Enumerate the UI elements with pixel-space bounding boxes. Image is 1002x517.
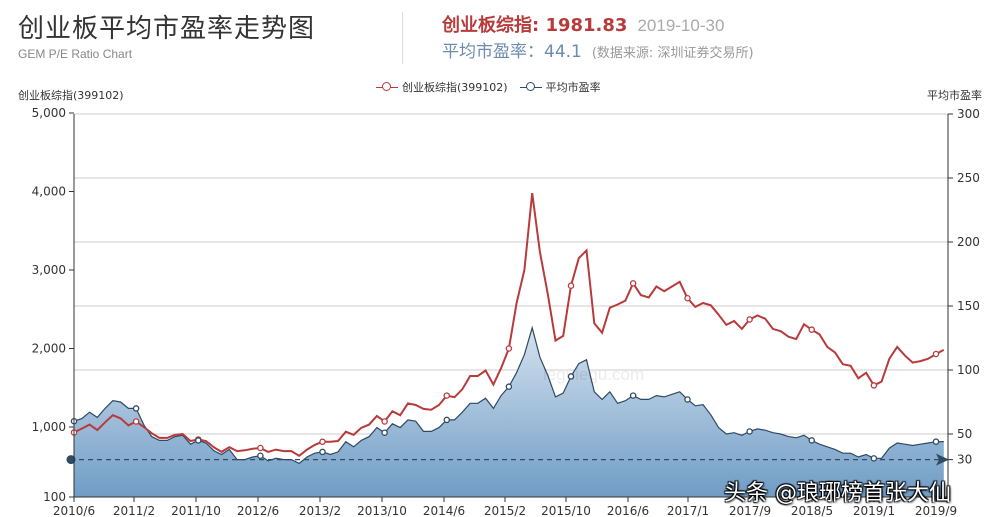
author-watermark: 头条 @琅琊榜首张大仙 bbox=[724, 481, 951, 506]
svg-text:150: 150 bbox=[957, 299, 980, 313]
legend-item-index[interactable]: 创业板综指(399102) bbox=[376, 79, 508, 95]
svg-text:2016/6: 2016/6 bbox=[607, 504, 649, 517]
svg-text:2012/6: 2012/6 bbox=[237, 504, 279, 517]
svg-text:2015/2: 2015/2 bbox=[484, 504, 526, 517]
page-title: 创业板平均市盈率走势图 bbox=[18, 14, 316, 44]
svg-text:50: 50 bbox=[957, 427, 972, 441]
site-watermark: legulegu.com bbox=[543, 365, 645, 384]
legend-line-marker-icon bbox=[376, 82, 398, 92]
legend-line-marker-icon bbox=[519, 82, 542, 92]
svg-text:2013/2: 2013/2 bbox=[299, 504, 341, 517]
legend-label-pe: 平均市盈率 bbox=[545, 81, 601, 94]
svg-text:100: 100 bbox=[43, 490, 66, 504]
svg-text:300: 300 bbox=[957, 107, 980, 121]
svg-text:100: 100 bbox=[957, 363, 980, 377]
svg-text:3,000: 3,000 bbox=[32, 263, 66, 277]
chart-legend: 创业板综指(399102) 平均市盈率 bbox=[376, 79, 601, 95]
legend-label-index: 创业板综指(399102) bbox=[402, 81, 508, 94]
chart-axes: 100 1,000 2,000 3,000 4,000 5,000 30 50 100 150 20… bbox=[32, 106, 980, 517]
pe-value-line: 平均市盈率：44.1 (数据来源: 深圳证券交易所) bbox=[442, 37, 754, 62]
data-source: (数据来源: 深圳证券交易所) bbox=[591, 46, 754, 61]
svg-text:2011/2: 2011/2 bbox=[113, 504, 155, 517]
header-divider bbox=[402, 12, 403, 64]
data-date: 2019-10-30 bbox=[637, 16, 725, 35]
svg-text:2,000: 2,000 bbox=[32, 342, 66, 356]
series-markers bbox=[70, 280, 940, 462]
svg-text:1,000: 1,000 bbox=[32, 420, 66, 434]
left-axis-title: 创业板综指(399102) bbox=[18, 89, 124, 102]
svg-text:30: 30 bbox=[957, 453, 972, 467]
svg-text:250: 250 bbox=[957, 171, 980, 185]
svg-text:2013/10: 2013/10 bbox=[357, 504, 407, 517]
legend-item-pe[interactable]: 平均市盈率 bbox=[519, 79, 601, 95]
svg-text:2017/9: 2017/9 bbox=[729, 504, 771, 517]
svg-text:5,000: 5,000 bbox=[32, 106, 66, 120]
grid-lines bbox=[74, 113, 948, 435]
page-subtitle: GEM P/E Ratio Chart bbox=[18, 47, 133, 61]
svg-text:2015/10: 2015/10 bbox=[541, 504, 591, 517]
index-value-line: 创业板综指: 1981.83 2019-10-30 bbox=[442, 11, 724, 37]
right-axis-title: 平均市盈率 bbox=[927, 89, 982, 102]
svg-text:4,000: 4,000 bbox=[32, 185, 66, 199]
svg-text:2018/5: 2018/5 bbox=[791, 504, 833, 517]
svg-text:2011/10: 2011/10 bbox=[171, 504, 221, 517]
svg-text:2019/1: 2019/1 bbox=[853, 504, 895, 517]
svg-text:2019/9: 2019/9 bbox=[915, 504, 957, 517]
svg-text:200: 200 bbox=[957, 235, 980, 249]
pe-value: 平均市盈率：44.1 bbox=[442, 42, 582, 62]
pe-30-reference-line bbox=[66, 453, 949, 466]
svg-text:2010/6: 2010/6 bbox=[53, 504, 95, 517]
svg-text:2014/6: 2014/6 bbox=[423, 504, 465, 517]
pe-area-series bbox=[73, 325, 944, 497]
svg-text:2017/1: 2017/1 bbox=[667, 504, 709, 517]
index-value: 创业板综指: 1981.83 bbox=[442, 15, 628, 36]
